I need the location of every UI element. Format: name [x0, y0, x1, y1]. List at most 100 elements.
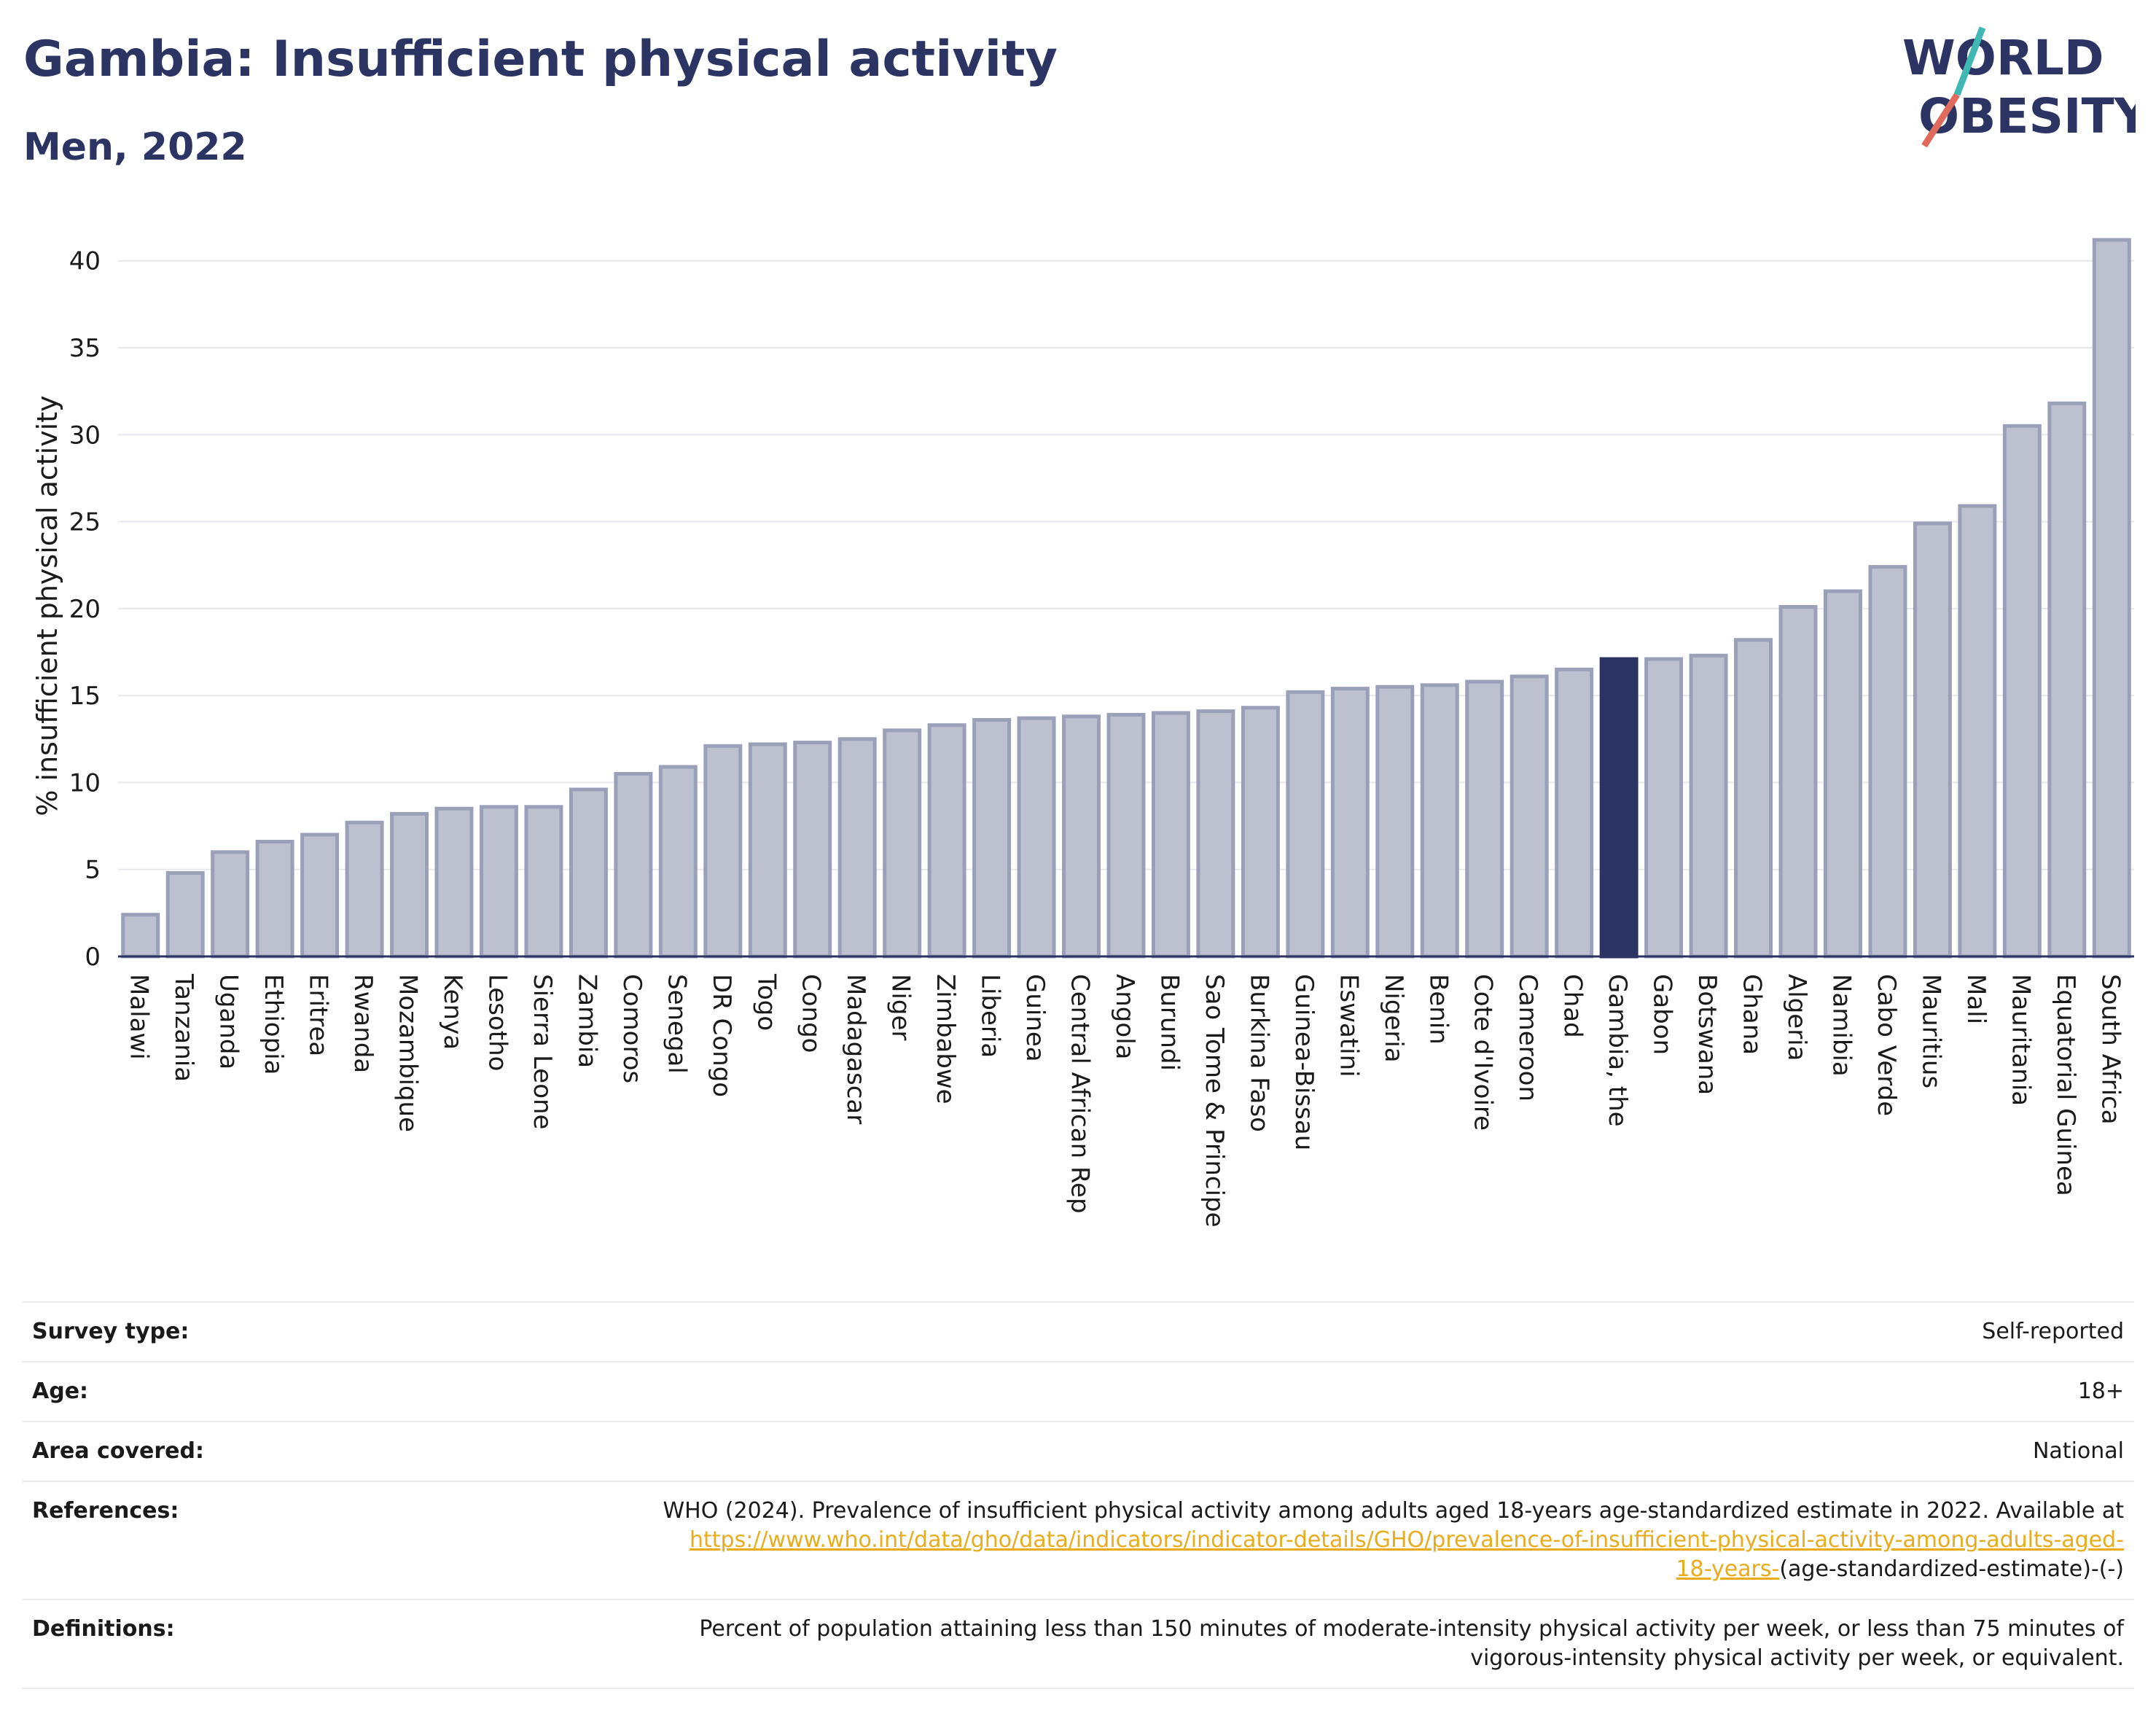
bar — [1868, 565, 1907, 959]
bar — [569, 787, 608, 959]
bar-highlight — [1599, 657, 1639, 959]
info-row: Area covered: National — [22, 1421, 2134, 1482]
x-category-label: Chad — [1558, 974, 1587, 1038]
bar — [1913, 521, 1952, 959]
y-tick-label: 10 — [69, 768, 101, 798]
bar — [165, 870, 205, 959]
references-link-2[interactable]: 18-years- — [1676, 1556, 1780, 1582]
info-label: Area covered: — [22, 1421, 480, 1482]
bar — [121, 913, 160, 959]
x-category-label: Rwanda — [348, 974, 378, 1073]
bar — [1286, 690, 1325, 959]
logo-line1: WORLD — [1902, 30, 2104, 86]
bar — [1196, 709, 1235, 959]
bar — [479, 805, 518, 959]
x-category-label: Equatorial Guinea — [2051, 974, 2080, 1196]
y-axis-title: % insufficient physical activity — [31, 395, 63, 816]
y-axis-ticks: 0 5 10 15 20 25 30 35 40 — [69, 247, 101, 972]
info-value: Self-reported — [480, 1301, 2134, 1362]
bar — [390, 811, 429, 959]
x-category-label: Mauritius — [1916, 974, 1945, 1088]
x-category-label: Lesotho — [483, 974, 512, 1071]
bar — [837, 737, 877, 959]
x-category-label: Niger — [886, 974, 915, 1040]
bar — [434, 806, 474, 959]
x-category-label: Togo — [751, 973, 781, 1031]
x-category-label: Eswatini — [1334, 974, 1363, 1077]
bar — [345, 820, 384, 959]
x-category-label: Ghana — [1738, 974, 1767, 1055]
x-category-label: Guinea-Bissau — [1289, 974, 1319, 1150]
x-category-label: Mali — [1961, 974, 1991, 1024]
logo-slash-teal — [1953, 26, 1986, 96]
bar — [2092, 238, 2131, 959]
x-category-label: Comoros — [617, 974, 647, 1083]
y-tick-label: 0 — [85, 943, 101, 972]
bar — [1689, 653, 1728, 959]
x-category-label: Senegal — [662, 974, 691, 1074]
info-table: Survey type: Self-reported Age: 18+ Area cov… — [22, 1301, 2134, 1689]
x-category-label: Eritrea — [304, 974, 333, 1056]
references-link-1[interactable]: https://www.who.int/data/gho/data/indica… — [690, 1527, 2124, 1553]
bar — [1375, 685, 1415, 959]
bar — [1017, 716, 1056, 959]
logo-slash-red — [1921, 93, 1960, 148]
x-category-label: Mozambique — [394, 974, 423, 1132]
y-tick-label: 35 — [69, 334, 101, 363]
bar — [1241, 706, 1280, 959]
info-row: Age: 18+ — [22, 1361, 2134, 1422]
x-category-label: Tanzania — [169, 973, 198, 1082]
bar — [2002, 424, 2042, 959]
definitions-value: Percent of population attaining less tha… — [480, 1599, 2134, 1689]
x-category-label: Kenya — [438, 974, 467, 1050]
page-subtitle: Men, 2022 — [23, 125, 247, 169]
bar — [1465, 679, 1504, 959]
x-category-label: Cabo Verde — [1872, 974, 1901, 1116]
bar — [2047, 401, 2087, 959]
references-row: References: WHO (2024). Prevalence of in… — [22, 1481, 2134, 1600]
bar — [255, 840, 294, 959]
bar — [1420, 683, 1459, 959]
info-label: Age: — [22, 1361, 480, 1422]
bar — [1509, 674, 1549, 959]
x-category-label: Sao Tome & Principe — [1200, 974, 1229, 1228]
x-category-label: Nigeria — [1379, 974, 1408, 1063]
references-value: WHO (2024). Prevalence of insufficient p… — [480, 1481, 2134, 1600]
bar — [748, 742, 787, 959]
bar — [1778, 604, 1818, 959]
x-category-label: Guinea — [1020, 974, 1050, 1062]
references-text: WHO (2024). Prevalence of insufficient p… — [663, 1498, 2124, 1524]
x-category-label: Benin — [1423, 974, 1453, 1045]
bar-chart: 0 5 10 15 20 25 30 35 40 Malawi Tanzania Uganda Eth… — [31, 238, 2134, 1228]
info-value: 18+ — [480, 1361, 2134, 1422]
bar — [1823, 589, 1862, 959]
definitions-line-2: vigorous-intensity physical activity per… — [1470, 1645, 2124, 1671]
references-label: References: — [22, 1481, 480, 1600]
bar — [1958, 504, 1997, 959]
bar — [1330, 687, 1370, 959]
bar — [1734, 638, 1773, 959]
bar — [658, 765, 698, 959]
x-category-label: Ethiopia — [259, 974, 288, 1075]
definitions-line-1: Percent of population attaining less tha… — [699, 1616, 2124, 1642]
x-category-label: Botswana — [1692, 974, 1722, 1095]
bar — [703, 744, 743, 959]
bar — [1555, 667, 1594, 959]
x-category-label: Cote d'Ivoire — [1469, 974, 1498, 1131]
x-category-label: Mauritania — [2006, 974, 2035, 1106]
x-category-label: Burkina Faso — [1244, 974, 1273, 1132]
x-category-label: Namibia — [1827, 974, 1856, 1077]
bar — [883, 728, 922, 959]
x-category-label: Madagascar — [841, 974, 870, 1124]
bars — [121, 238, 2131, 959]
y-tick-label: 30 — [69, 421, 101, 450]
bar — [972, 718, 1012, 959]
definitions-label: Definitions: — [22, 1599, 480, 1689]
references-suffix: (age-standardized-estimate)-(-) — [1779, 1556, 2124, 1582]
x-category-label: Algeria — [1782, 974, 1811, 1061]
info-value: National — [480, 1421, 2134, 1482]
x-category-label: Zimbabwe — [931, 974, 960, 1104]
y-tick-label: 15 — [69, 682, 101, 711]
x-category-label: Gambia, the — [1603, 974, 1632, 1127]
logo-line2: OBESITY — [1918, 88, 2136, 144]
